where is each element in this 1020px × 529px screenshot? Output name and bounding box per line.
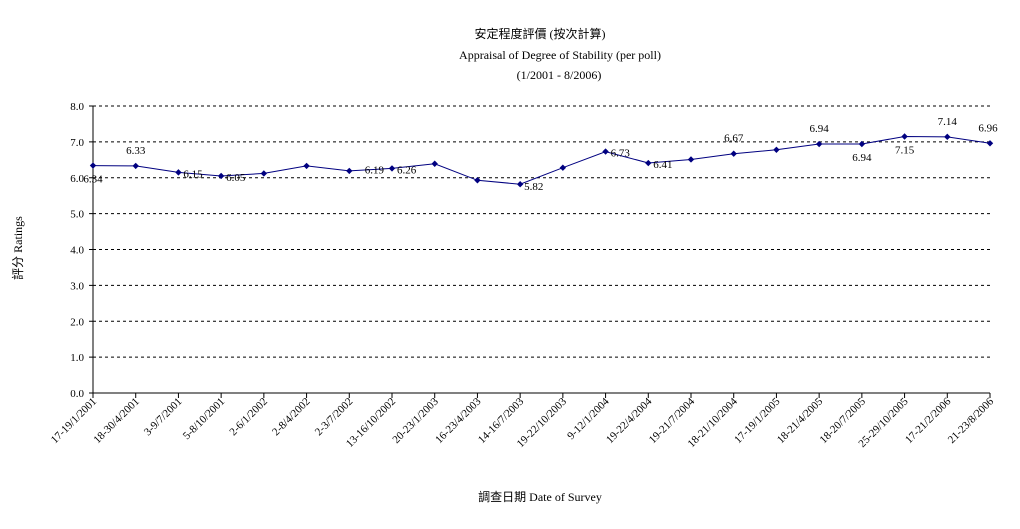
data-label: 6.94 bbox=[852, 152, 872, 164]
data-point bbox=[346, 167, 353, 175]
y-tick-labels: 0.0 1.0 2.0 3.0 4.0 5.0 6.0 7.0 8.0 bbox=[70, 101, 84, 400]
data-point bbox=[773, 146, 780, 153]
chart-title-chinese: 安定程度評價 (按次計算) bbox=[475, 26, 606, 41]
chart-subtitle: (1/2001 - 8/2006) bbox=[517, 68, 602, 82]
y-tick-label: 8.0 bbox=[70, 101, 84, 113]
data-point bbox=[260, 170, 268, 177]
y-tick-label: 4.0 bbox=[70, 245, 84, 257]
data-labels: 6.34 6.33 6.15 6.05 6.19 6.26 5.82 6.73 6.41 6.67… bbox=[83, 116, 998, 193]
data-point bbox=[388, 165, 396, 172]
y-tick-label: 6.0 bbox=[70, 173, 84, 185]
data-point bbox=[217, 172, 225, 180]
x-tick-label: 2-6/1/2002 bbox=[227, 396, 270, 439]
data-point bbox=[474, 177, 481, 184]
y-axis-label: 評分 Ratings bbox=[10, 216, 25, 280]
x-tick-label: 18-30/4/2001 bbox=[91, 396, 141, 446]
data-point bbox=[730, 150, 737, 157]
data-label: 6.73 bbox=[611, 148, 631, 160]
data-label: 6.94 bbox=[810, 123, 830, 135]
x-tick-label: 9-12/1/2004 bbox=[565, 395, 612, 442]
data-point bbox=[175, 169, 182, 176]
data-point bbox=[858, 140, 866, 148]
data-label: 6.05 bbox=[226, 172, 246, 184]
x-tick-label: 5-8/10/2001 bbox=[181, 396, 228, 443]
x-tick-label: 2-8/4/2002 bbox=[270, 396, 313, 439]
data-point bbox=[901, 133, 908, 140]
data-point bbox=[132, 162, 139, 170]
data-point bbox=[89, 162, 97, 169]
data-point bbox=[431, 160, 438, 167]
data-point bbox=[559, 164, 567, 171]
data-point bbox=[687, 156, 695, 163]
y-tick-label: 2.0 bbox=[70, 316, 84, 328]
x-tick-label: 21-23/8/2006 bbox=[946, 395, 997, 446]
data-label: 6.33 bbox=[126, 145, 146, 157]
y-tick-label: 0.0 bbox=[70, 388, 84, 400]
data-label: 6.15 bbox=[183, 168, 203, 180]
data-label: 6.96 bbox=[978, 122, 998, 134]
data-point bbox=[986, 140, 994, 147]
data-label: 6.34 bbox=[83, 174, 103, 186]
data-series bbox=[89, 133, 994, 188]
data-label: 7.14 bbox=[938, 116, 958, 128]
x-tick-label: 3-9/7/2001 bbox=[142, 396, 185, 439]
data-point bbox=[645, 159, 652, 167]
data-point bbox=[303, 162, 310, 170]
x-tick-label: 2-3/7/2002 bbox=[313, 396, 356, 439]
axes bbox=[89, 105, 991, 398]
data-point bbox=[516, 181, 524, 188]
data-label: 7.15 bbox=[895, 144, 915, 156]
y-tick-label: 5.0 bbox=[70, 209, 84, 221]
x-axis-label: 調查日期 Date of Survey bbox=[478, 490, 602, 504]
data-label: 6.67 bbox=[724, 133, 744, 145]
series-line bbox=[92, 135, 991, 185]
data-point bbox=[602, 148, 609, 155]
data-point bbox=[944, 133, 951, 141]
y-tick-label: 7.0 bbox=[70, 137, 84, 149]
chart-title: Appraisal of Degree of Stability (per po… bbox=[459, 48, 661, 62]
data-point bbox=[815, 140, 823, 148]
y-tick-label: 1.0 bbox=[70, 352, 84, 364]
data-label: 6.41 bbox=[653, 159, 672, 171]
data-label: 6.26 bbox=[397, 164, 417, 176]
data-label: 6.19 bbox=[365, 164, 385, 176]
data-label: 5.82 bbox=[524, 181, 543, 193]
y-tick-label: 3.0 bbox=[70, 280, 84, 292]
